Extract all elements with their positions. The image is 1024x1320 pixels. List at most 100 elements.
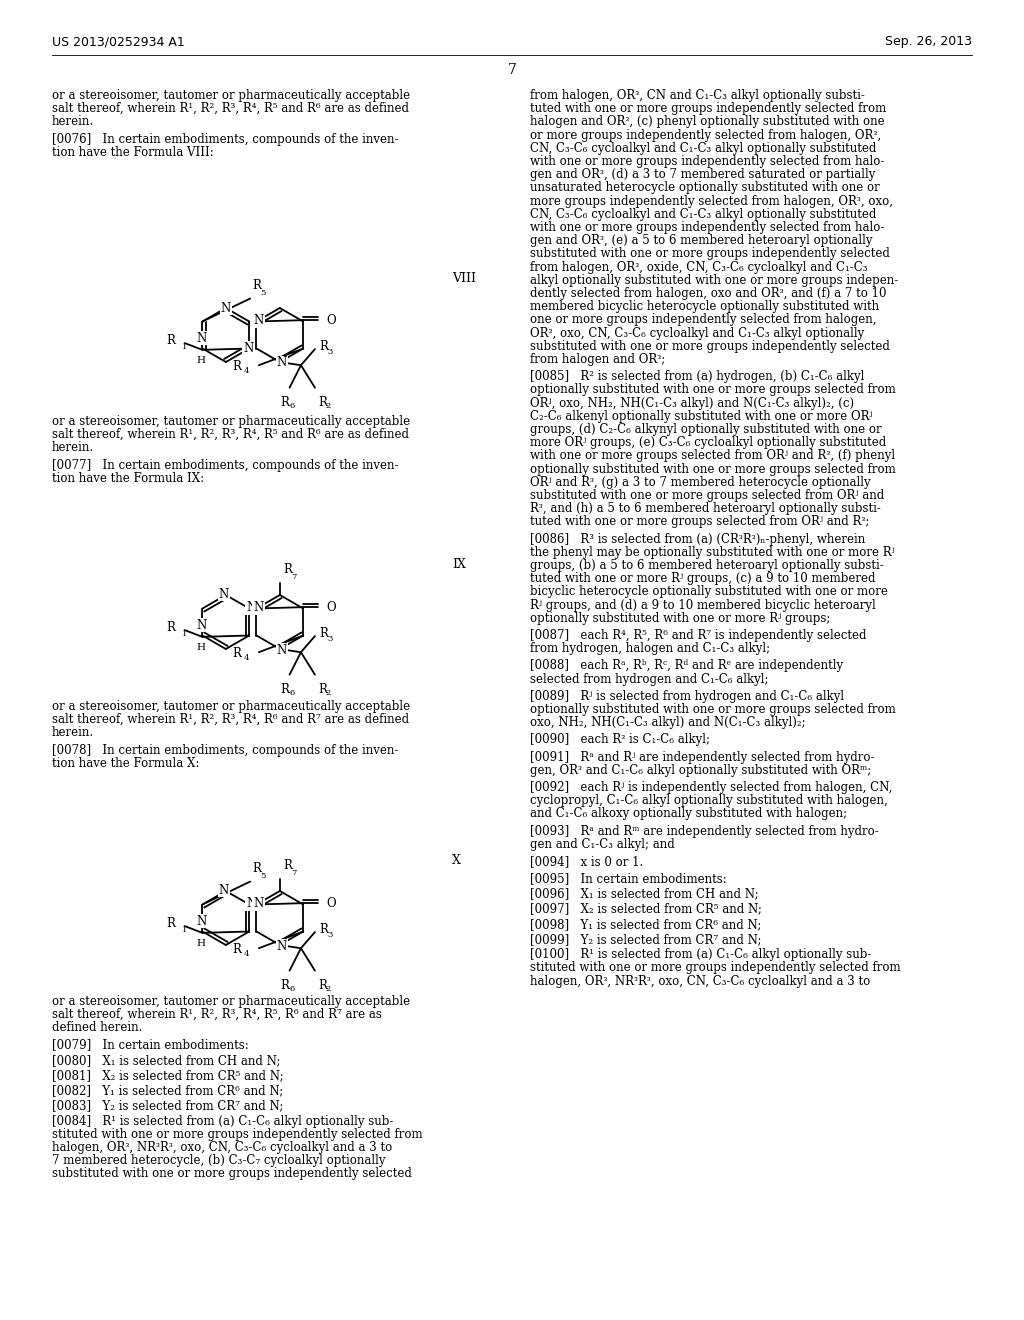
Text: [0100]   R¹ is selected from (a) C₁-C₆ alkyl optionally sub-: [0100] R¹ is selected from (a) C₁-C₆ alk… — [530, 948, 871, 961]
Text: R: R — [283, 859, 292, 871]
Text: [0091]   Rᵃ and Rʲ are independently selected from hydro-: [0091] Rᵃ and Rʲ are independently selec… — [530, 751, 874, 763]
Text: 4: 4 — [244, 950, 249, 958]
Text: R: R — [166, 620, 175, 634]
Text: N: N — [253, 898, 263, 909]
Text: N: N — [246, 601, 256, 614]
Text: R: R — [252, 279, 261, 292]
Text: [0077]   In certain embodiments, compounds of the inven-: [0077] In certain embodiments, compounds… — [52, 458, 398, 471]
Text: R: R — [283, 562, 292, 576]
Text: H: H — [197, 356, 206, 364]
Text: ORᶟ, oxo, CN, C₃-C₆ cycloalkyl and C₁-C₃ alkyl optionally: ORᶟ, oxo, CN, C₃-C₆ cycloalkyl and C₁-C₃… — [530, 326, 864, 339]
Text: halogen, ORᶟ, NRᶟRᶟ, oxo, CN, C₃-C₆ cycloalkyl and a 3 to: halogen, ORᶟ, NRᶟRᶟ, oxo, CN, C₃-C₆ cycl… — [530, 974, 870, 987]
Text: 2: 2 — [326, 401, 331, 409]
Text: [0096]   X₁ is selected from CH and N;: [0096] X₁ is selected from CH and N; — [530, 887, 759, 900]
Text: IX: IX — [452, 558, 466, 572]
Text: or a stereoisomer, tautomer or pharmaceutically acceptable: or a stereoisomer, tautomer or pharmaceu… — [52, 414, 411, 428]
Text: R: R — [317, 396, 327, 409]
Text: [0099]   Y₂ is selected from CR⁷ and N;: [0099] Y₂ is selected from CR⁷ and N; — [530, 933, 762, 946]
Text: CN, C₃-C₆ cycloalkyl and C₁-C₃ alkyl optionally substituted: CN, C₃-C₆ cycloalkyl and C₁-C₃ alkyl opt… — [530, 207, 877, 220]
Text: ORʲ and Rᶟ, (g) a 3 to 7 membered heterocycle optionally: ORʲ and Rᶟ, (g) a 3 to 7 membered hetero… — [530, 475, 870, 488]
Text: [0092]   each Rʲ is independently selected from halogen, CN,: [0092] each Rʲ is independently selected… — [530, 781, 892, 795]
Text: [0083]   Y₂ is selected from CR⁷ and N;: [0083] Y₂ is selected from CR⁷ and N; — [52, 1100, 284, 1113]
Text: [0085]   R² is selected from (a) hydrogen, (b) C₁-C₆ alkyl: [0085] R² is selected from (a) hydrogen,… — [530, 370, 864, 383]
Text: salt thereof, wherein R¹, R², R³, R⁴, R⁵ and R⁶ are as defined: salt thereof, wherein R¹, R², R³, R⁴, R⁵… — [52, 428, 409, 441]
Text: tuted with one or more groups independently selected from: tuted with one or more groups independen… — [530, 102, 886, 115]
Text: substituted with one or more groups independently selected: substituted with one or more groups inde… — [52, 1167, 412, 1180]
Text: tion have the Formula X:: tion have the Formula X: — [52, 756, 200, 770]
Text: salt thereof, wherein R¹, R², R³, R⁴, R⁵ and R⁶ are as defined: salt thereof, wherein R¹, R², R³, R⁴, R⁵… — [52, 102, 409, 115]
Text: X: X — [452, 854, 461, 866]
Text: C₂-C₆ alkenyl optionally substituted with one or more ORʲ: C₂-C₆ alkenyl optionally substituted wit… — [530, 409, 872, 422]
Text: optionally substituted with one or more groups selected from: optionally substituted with one or more … — [530, 383, 896, 396]
Text: substituted with one or more groups independently selected: substituted with one or more groups inde… — [530, 247, 890, 260]
Text: R: R — [281, 682, 289, 696]
Text: herein.: herein. — [52, 726, 94, 739]
Text: cyclopropyl, C₁-C₆ alkyl optionally substituted with halogen,: cyclopropyl, C₁-C₆ alkyl optionally subs… — [530, 795, 888, 808]
Text: [0093]   Rᵃ and Rᵐ are independently selected from hydro-: [0093] Rᵃ and Rᵐ are independently selec… — [530, 825, 879, 838]
Text: [0087]   each R⁴, R⁵, R⁶ and R⁷ is independently selected: [0087] each R⁴, R⁵, R⁶ and R⁷ is indepen… — [530, 630, 866, 642]
Text: more groups independently selected from halogen, ORᶟ, oxo,: more groups independently selected from … — [530, 194, 893, 207]
Text: 3: 3 — [327, 635, 333, 643]
Text: H: H — [197, 643, 206, 652]
Text: VIII: VIII — [452, 272, 476, 285]
Text: or a stereoisomer, tautomer or pharmaceutically acceptable: or a stereoisomer, tautomer or pharmaceu… — [52, 995, 411, 1008]
Text: N: N — [253, 601, 263, 614]
Text: ORʲ, oxo, NH₂, NH(C₁-C₃ alkyl) and N(C₁-C₃ alkyl)₂, (c): ORʲ, oxo, NH₂, NH(C₁-C₃ alkyl) and N(C₁-… — [530, 396, 854, 409]
Text: N: N — [219, 587, 229, 601]
Text: N: N — [219, 883, 229, 896]
Text: 6: 6 — [290, 689, 295, 697]
Text: N: N — [253, 314, 263, 327]
Text: gen and ORᶟ, (d) a 3 to 7 membered saturated or partially: gen and ORᶟ, (d) a 3 to 7 membered satur… — [530, 168, 876, 181]
Text: 7: 7 — [508, 63, 516, 77]
Text: N: N — [246, 898, 256, 909]
Text: [0078]   In certain embodiments, compounds of the inven-: [0078] In certain embodiments, compounds… — [52, 743, 398, 756]
Text: Rᶟ, and (h) a 5 to 6 membered heteroaryl optionally substi-: Rᶟ, and (h) a 5 to 6 membered heteroaryl… — [530, 502, 881, 515]
Text: [0082]   Y₁ is selected from CR⁶ and N;: [0082] Y₁ is selected from CR⁶ and N; — [52, 1084, 284, 1097]
Text: substituted with one or more groups independently selected: substituted with one or more groups inde… — [530, 339, 890, 352]
Text: groups, (b) a 5 to 6 membered heteroaryl optionally substi-: groups, (b) a 5 to 6 membered heteroaryl… — [530, 558, 884, 572]
Text: the phenyl may be optionally substituted with one or more Rʲ: the phenyl may be optionally substituted… — [530, 545, 895, 558]
Text: membered bicyclic heterocycle optionally substituted with: membered bicyclic heterocycle optionally… — [530, 300, 880, 313]
Text: tuted with one or more groups selected from ORʲ and Rᶟ;: tuted with one or more groups selected f… — [530, 515, 869, 528]
Text: N: N — [197, 619, 207, 632]
Text: R: R — [231, 360, 241, 372]
Text: herein.: herein. — [52, 441, 94, 454]
Text: bicyclic heterocycle optionally substituted with one or more: bicyclic heterocycle optionally substitu… — [530, 585, 888, 598]
Text: N: N — [276, 940, 287, 953]
Text: 3: 3 — [327, 931, 333, 939]
Text: optionally substituted with one or more Rʲ groups;: optionally substituted with one or more … — [530, 611, 830, 624]
Text: and C₁-C₆ alkoxy optionally substituted with halogen;: and C₁-C₆ alkoxy optionally substituted … — [530, 808, 847, 821]
Text: halogen, ORᶟ, NRᶟRᶟ, oxo, CN, C₃-C₆ cycloalkyl and a 3 to: halogen, ORᶟ, NRᶟRᶟ, oxo, CN, C₃-C₆ cycl… — [52, 1140, 392, 1154]
Text: [0094]   x is 0 or 1.: [0094] x is 0 or 1. — [530, 855, 643, 869]
Text: 1: 1 — [182, 927, 187, 935]
Text: defined herein.: defined herein. — [52, 1022, 142, 1035]
Text: 2: 2 — [326, 689, 331, 697]
Text: R: R — [166, 334, 175, 347]
Text: from halogen, ORᶟ, oxide, CN, C₃-C₆ cycloalkyl and C₁-C₃: from halogen, ORᶟ, oxide, CN, C₃-C₆ cycl… — [530, 260, 867, 273]
Text: [0090]   each Rᶟ is C₁-C₆ alkyl;: [0090] each Rᶟ is C₁-C₆ alkyl; — [530, 734, 710, 746]
Text: 7: 7 — [291, 573, 296, 581]
Text: CN, C₃-C₆ cycloalkyl and C₁-C₃ alkyl optionally substituted: CN, C₃-C₆ cycloalkyl and C₁-C₃ alkyl opt… — [530, 141, 877, 154]
Text: R: R — [317, 682, 327, 696]
Text: N: N — [243, 342, 253, 355]
Text: R: R — [281, 396, 289, 409]
Text: gen and ORᶟ, (e) a 5 to 6 membered heteroaryl optionally: gen and ORᶟ, (e) a 5 to 6 membered heter… — [530, 234, 872, 247]
Text: with one or more groups selected from ORʲ and Rᶟ, (f) phenyl: with one or more groups selected from OR… — [530, 449, 895, 462]
Text: R: R — [318, 627, 328, 639]
Text: [0081]   X₂ is selected from CR⁵ and N;: [0081] X₂ is selected from CR⁵ and N; — [52, 1069, 284, 1082]
Text: US 2013/0252934 A1: US 2013/0252934 A1 — [52, 36, 184, 49]
Text: 7 membered heterocycle, (b) C₃-C₇ cycloalkyl optionally: 7 membered heterocycle, (b) C₃-C₇ cycloa… — [52, 1154, 385, 1167]
Text: from halogen and ORᶟ;: from halogen and ORᶟ; — [530, 352, 666, 366]
Text: 7: 7 — [291, 869, 296, 876]
Text: R: R — [318, 923, 328, 936]
Text: [0095]   In certain embodiments:: [0095] In certain embodiments: — [530, 873, 727, 886]
Text: O: O — [327, 896, 336, 909]
Text: [0088]   each Rᵃ, Rᵇ, Rᶜ, Rᵈ and Rᵉ are independently: [0088] each Rᵃ, Rᵇ, Rᶜ, Rᵈ and Rᵉ are in… — [530, 660, 843, 672]
Text: stituted with one or more groups independently selected from: stituted with one or more groups indepen… — [52, 1127, 423, 1140]
Text: [0084]   R¹ is selected from (a) C₁-C₆ alkyl optionally sub-: [0084] R¹ is selected from (a) C₁-C₆ alk… — [52, 1114, 393, 1127]
Text: N: N — [221, 301, 231, 314]
Text: 3: 3 — [327, 348, 333, 356]
Text: selected from hydrogen and C₁-C₆ alkyl;: selected from hydrogen and C₁-C₆ alkyl; — [530, 673, 768, 685]
Text: from halogen, ORᶟ, CN and C₁-C₃ alkyl optionally substi-: from halogen, ORᶟ, CN and C₁-C₃ alkyl op… — [530, 88, 865, 102]
Text: [0076]   In certain embodiments, compounds of the inven-: [0076] In certain embodiments, compounds… — [52, 132, 398, 145]
